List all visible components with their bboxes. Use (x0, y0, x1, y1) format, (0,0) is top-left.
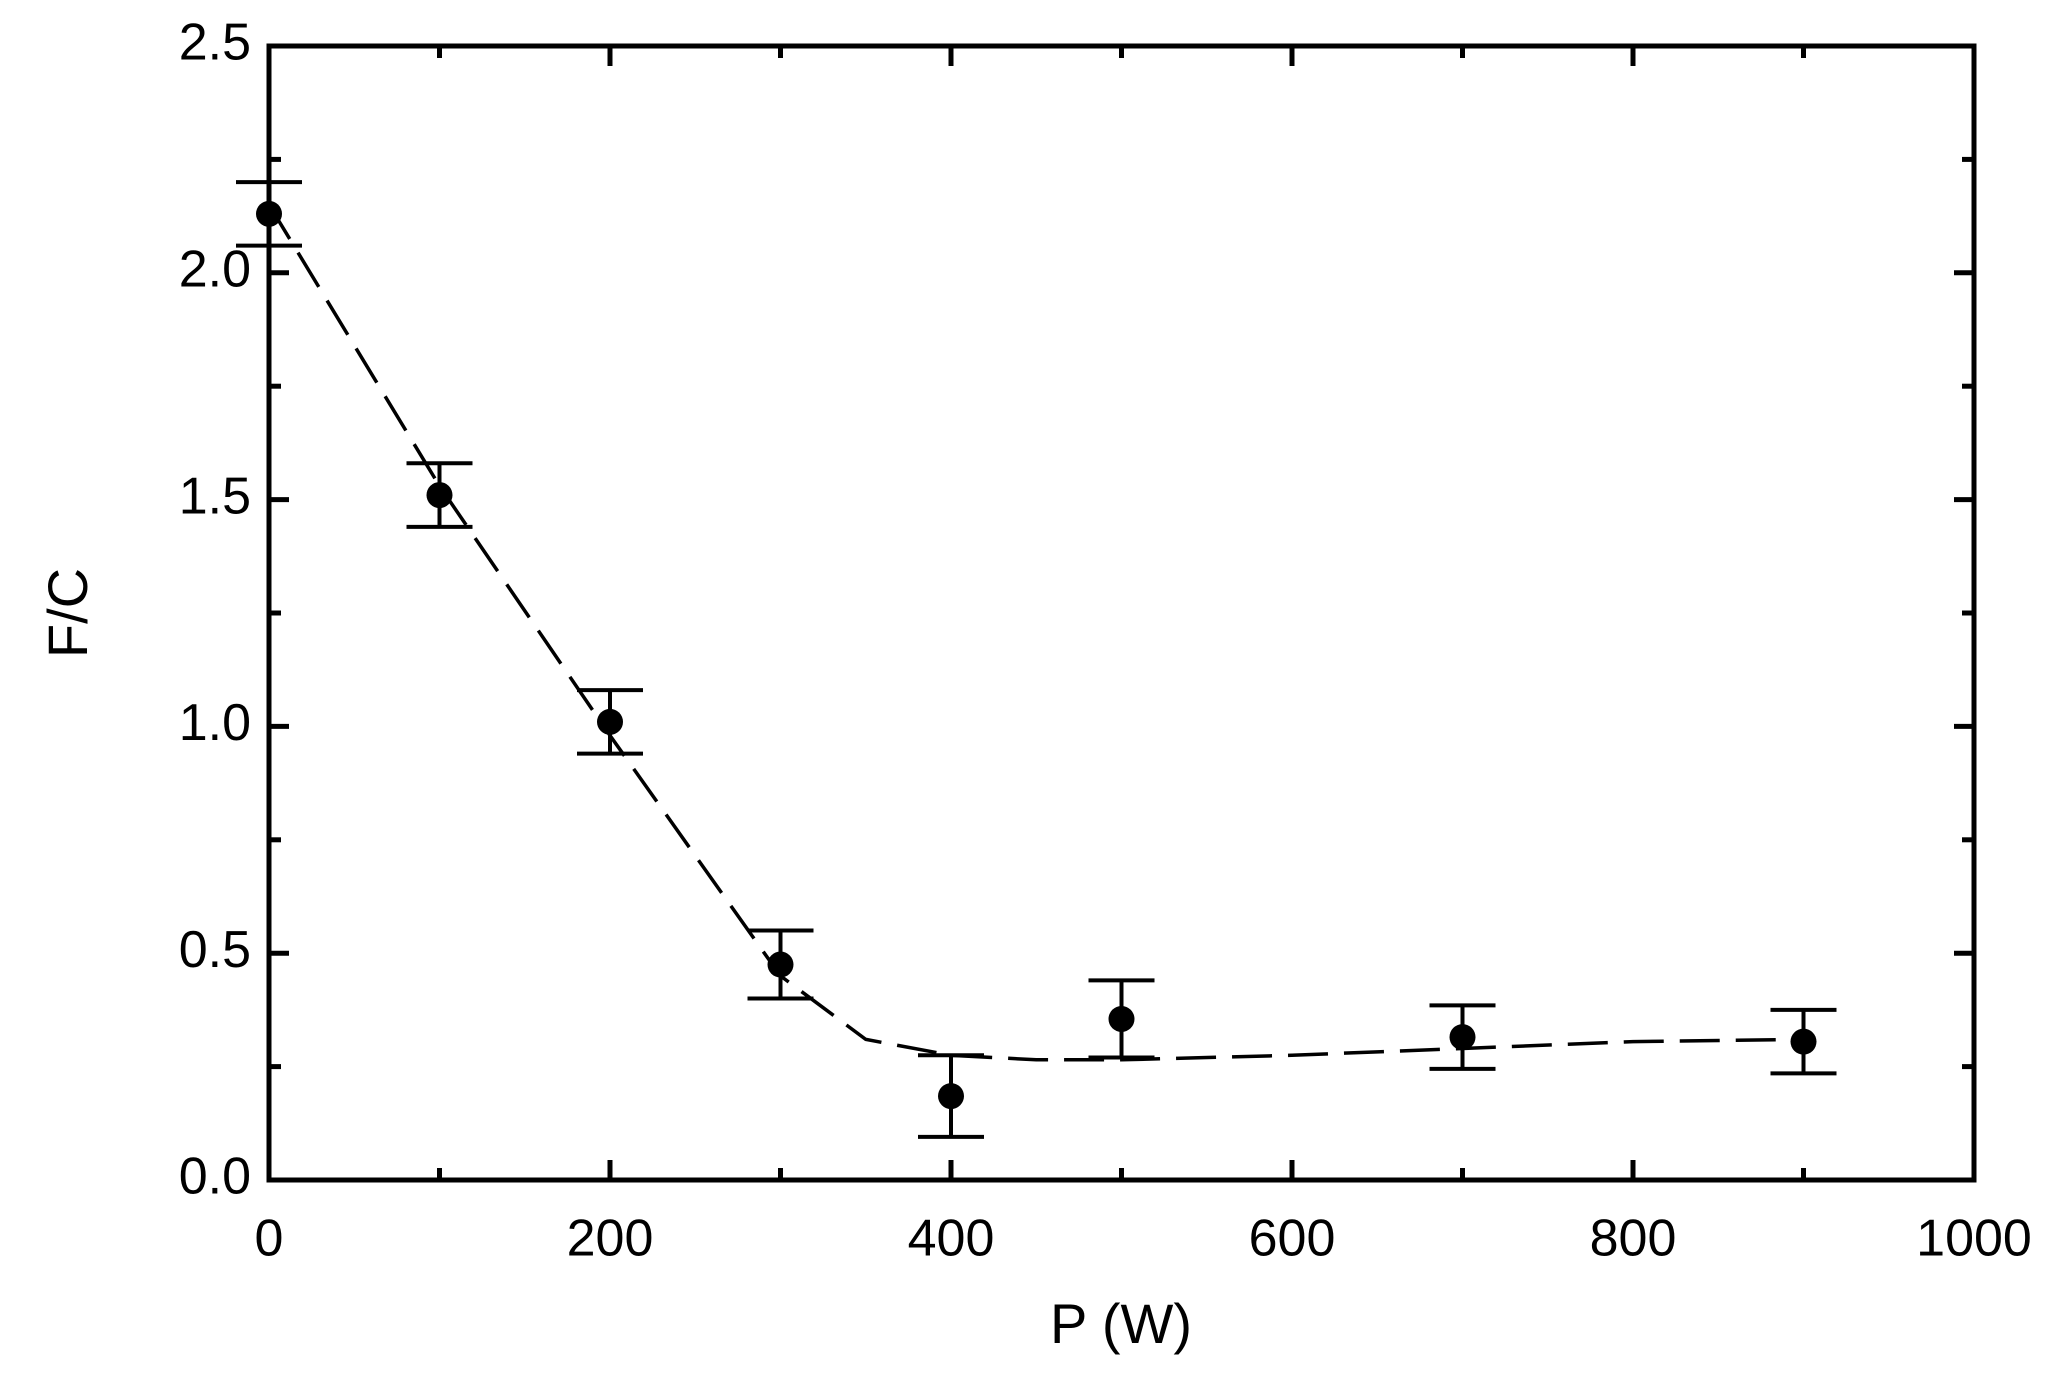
y-axis-label: F/C (36, 568, 99, 658)
x-axis-label: P (W) (1050, 1292, 1192, 1355)
data-point (597, 708, 623, 735)
data-point (938, 1083, 964, 1110)
y-tick-label: 2.0 (179, 241, 251, 299)
y-tick-label: 1.5 (179, 467, 251, 525)
x-tick-label: 800 (1590, 1210, 1677, 1268)
x-tick-label: 400 (908, 1210, 995, 1268)
data-point (767, 951, 794, 978)
y-tick-label: 0.5 (179, 921, 251, 979)
y-tick-label: 1.0 (179, 694, 251, 752)
data-point (426, 482, 453, 509)
fit-line (267, 203, 1804, 1062)
x-tick-label: 200 (567, 1210, 654, 1268)
data-point (1108, 1005, 1135, 1032)
y-tick-label: 0.0 (179, 1148, 251, 1206)
y-tick-label: 2.5 (179, 14, 251, 72)
x-tick-label: 0 (255, 1210, 284, 1268)
data-point (1449, 1024, 1476, 1051)
x-tick-label: 600 (1249, 1210, 1336, 1268)
data-point (256, 200, 282, 227)
data-point (1790, 1028, 1817, 1055)
x-tick-label: 1000 (1916, 1210, 2032, 1268)
